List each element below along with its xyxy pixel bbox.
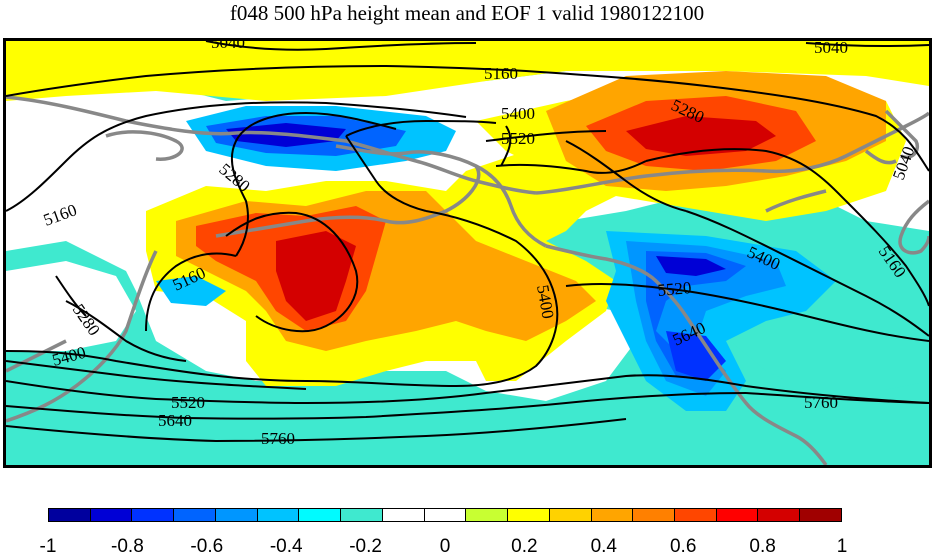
colorbar-swatch bbox=[716, 509, 759, 521]
colorbar-swatch bbox=[382, 509, 425, 521]
colorbar-swatch bbox=[299, 509, 342, 521]
colorbar-tick-label: 0.4 bbox=[590, 536, 618, 557]
coastlines bbox=[6, 95, 929, 465]
colorbar-tick-label: 0 bbox=[439, 536, 451, 557]
colorbar-tick-label: 0.8 bbox=[749, 536, 776, 557]
colorbar-swatch bbox=[257, 509, 300, 521]
colorbar-swatch bbox=[174, 509, 216, 521]
colorbar-swatch bbox=[341, 509, 383, 521]
anomaly-region-yellow-top bbox=[6, 41, 929, 101]
colorbar-tick-label: -0.8 bbox=[111, 536, 144, 557]
colorbar-swatch bbox=[424, 509, 467, 521]
anomaly-region-blue-west bbox=[156, 276, 226, 306]
height-contours bbox=[6, 41, 929, 443]
colorbar-swatch bbox=[633, 509, 676, 521]
colorbar-swatch bbox=[508, 509, 550, 521]
colorbar-swatch bbox=[800, 509, 841, 521]
contour-label: 5520 bbox=[657, 278, 693, 300]
anomaly-region-white-west bbox=[6, 261, 136, 351]
contour-label: 5520 bbox=[501, 129, 535, 148]
colorbar-tick-label: -0.4 bbox=[269, 536, 303, 557]
eof-map: 5040 5040 5040 5160 5160 5160 5160 5280 … bbox=[6, 41, 929, 465]
anomaly-region-deepblue-se bbox=[666, 331, 726, 381]
map-title: f048 500 hPa height mean and EOF 1 valid… bbox=[229, 1, 705, 25]
contour-label: 5640 bbox=[158, 411, 192, 430]
colorbar-swatch bbox=[549, 509, 592, 521]
colorbar-tick-label: 1 bbox=[836, 536, 848, 557]
colorbar-tick-label: 0.6 bbox=[669, 536, 697, 557]
colorbar-swatch bbox=[758, 509, 801, 521]
colorbar-tick-label: -0.6 bbox=[190, 536, 224, 557]
colorbar-tick-labels: -1 -0.8 -0.6 -0.4 -0.2 0 0.2 0.4 0.6 0.8 1 bbox=[0, 536, 934, 560]
contour-label: 5760 bbox=[804, 393, 838, 412]
contour-label: 5040 bbox=[211, 41, 245, 52]
colorbar-tick-label: -1 bbox=[39, 536, 57, 557]
colorbar-swatch bbox=[591, 509, 634, 521]
colorbar-swatch bbox=[675, 509, 717, 521]
colorbar-swatch bbox=[49, 509, 91, 521]
contour-label: 5400 bbox=[501, 104, 535, 123]
colorbar-swatch bbox=[466, 509, 509, 521]
colorbar-tick-label: -0.2 bbox=[349, 536, 382, 557]
colorbar-swatch bbox=[215, 509, 258, 521]
anomaly-region-darkred-ne bbox=[626, 116, 776, 156]
map-panel: 5040 5040 5040 5160 5160 5160 5160 5280 … bbox=[3, 38, 932, 468]
contour-label: 5160 bbox=[484, 64, 518, 83]
colorbar-swatch bbox=[90, 509, 133, 521]
anomaly-region-darkblue-se bbox=[656, 256, 726, 276]
anomaly-region-darkred-center bbox=[276, 231, 356, 321]
contour-label: 5760 bbox=[261, 429, 295, 448]
colorbar-swatch bbox=[132, 509, 175, 521]
contour-label: 5520 bbox=[171, 393, 205, 412]
colorbar bbox=[48, 508, 842, 522]
colorbar-tick-label: 0.2 bbox=[511, 536, 538, 557]
contour-label: 5040 bbox=[814, 41, 848, 57]
